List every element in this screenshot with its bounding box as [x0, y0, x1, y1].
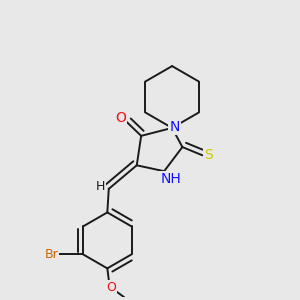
Text: S: S: [204, 148, 213, 162]
Text: N: N: [169, 120, 180, 134]
Text: O: O: [106, 281, 116, 294]
Text: O: O: [115, 111, 126, 124]
Text: H: H: [96, 180, 105, 193]
Text: Br: Br: [45, 248, 58, 261]
Text: NH: NH: [160, 172, 181, 186]
